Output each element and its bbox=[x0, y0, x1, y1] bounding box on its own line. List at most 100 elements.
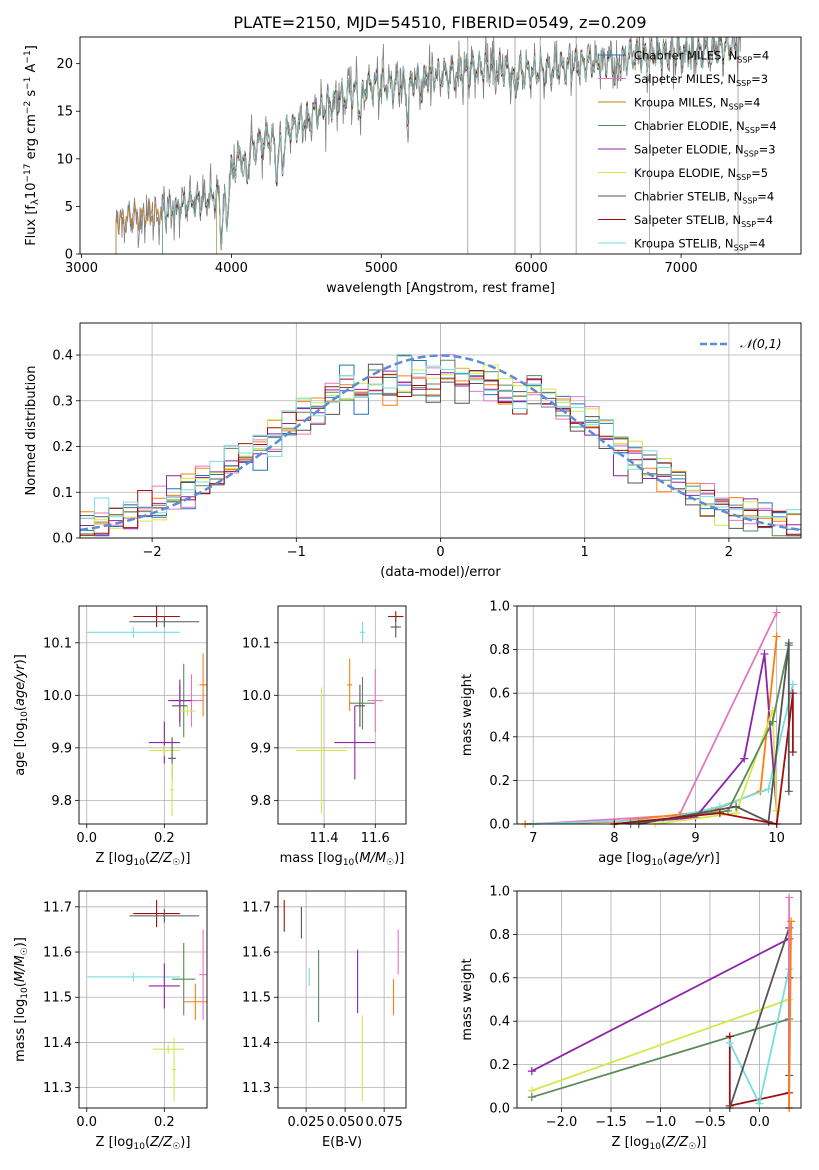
weight-marker bbox=[772, 632, 781, 641]
legend-model: Kroupa ELODIE, N bbox=[634, 166, 736, 180]
x-axis-label-part: Z [log bbox=[96, 851, 134, 866]
y-axis-label-part: ☉ bbox=[20, 947, 30, 955]
y-tick-label: 10.0 bbox=[242, 689, 271, 704]
weight-marker bbox=[785, 893, 794, 902]
y-tick-label: 9.9 bbox=[51, 741, 72, 756]
y-axis-label-part: −1 bbox=[23, 77, 33, 90]
legend-entry: Chabrier MILES, NSSP=4 bbox=[634, 49, 769, 65]
y-axis-label-part: λ bbox=[30, 199, 41, 205]
x-axis-label-part: Z/Z bbox=[149, 851, 173, 866]
y-axis-label-part: age [log bbox=[13, 723, 28, 776]
legend-count: =4 bbox=[757, 190, 774, 204]
weight-marker bbox=[788, 689, 797, 698]
x-axis-label-part: ☉ bbox=[172, 1142, 180, 1152]
y-axis-label-part: mass weight bbox=[460, 674, 475, 756]
x-axis-label: Z [log10(Z/Z☉)] bbox=[612, 1135, 707, 1152]
y-axis-label-part: Flux [f bbox=[24, 205, 39, 246]
x-tick-label: 3000 bbox=[65, 261, 98, 276]
x-tick-label: 0.0 bbox=[749, 1115, 770, 1130]
legend-sub: SSP bbox=[729, 103, 744, 112]
x-axis-label: age [log10(age/yr)] bbox=[598, 851, 720, 868]
legend-sub: SSP bbox=[741, 220, 756, 229]
y-tick-label: 11.4 bbox=[43, 1036, 72, 1051]
y-axis-label-part: ( bbox=[13, 706, 28, 711]
legend-count: =4 bbox=[756, 213, 773, 227]
x-tick-label: 0.050 bbox=[327, 1115, 364, 1130]
y-axis-label-part: erg cm bbox=[24, 114, 39, 163]
x-axis-label: (data-model)/error bbox=[380, 565, 501, 580]
y-axis-label-part: s bbox=[24, 90, 39, 101]
normal-legend-label: 𝒩(0,1) bbox=[740, 336, 782, 351]
x-tick-label: −1.5 bbox=[595, 1115, 627, 1130]
y-tick-label: 0.8 bbox=[489, 643, 510, 658]
axes-frame bbox=[277, 890, 407, 1109]
histogram-series bbox=[80, 354, 801, 535]
y-tick-label: 15 bbox=[56, 105, 73, 120]
weight-marker bbox=[527, 1067, 536, 1076]
y-tick-label: 0.6 bbox=[489, 687, 510, 702]
legend-count: =3 bbox=[751, 72, 768, 86]
histograms bbox=[80, 354, 801, 537]
y-axis-label-part: −1 bbox=[23, 50, 33, 63]
x-tick-label: 0.0 bbox=[76, 1115, 97, 1130]
x-axis-label-part: )] bbox=[710, 851, 720, 866]
weight-series-line bbox=[531, 1018, 790, 1099]
y-tick-label: 0 bbox=[65, 248, 73, 263]
x-tick-label: 10 bbox=[768, 831, 785, 846]
y-axis-label: mass [log10(M/M☉)] bbox=[13, 937, 30, 1062]
legend-model: Chabrier ELODIE, N bbox=[634, 119, 745, 133]
weight-marker bbox=[725, 1038, 734, 1047]
residuals-plot: −2 −1 0 1 2 0.0 0.1 0.2 0.3 0.4 𝒩(0,1) (data-model)… bbox=[24, 322, 802, 580]
weight-marker bbox=[788, 748, 797, 757]
weight-marker bbox=[788, 680, 797, 689]
weight-series-line bbox=[533, 612, 778, 825]
weight-marker bbox=[772, 806, 781, 815]
x-axis-label-part: ☉ bbox=[688, 1142, 696, 1152]
weight-marker bbox=[768, 717, 777, 726]
y-axis-label: age [log10(age/yr)] bbox=[13, 654, 30, 776]
weight-marker bbox=[715, 809, 724, 818]
legend-entry: Salpeter STELIB, NSSP=4 bbox=[634, 213, 773, 229]
x-tick-label: 11.4 bbox=[310, 831, 339, 846]
y-axis-label-part: 10 bbox=[20, 711, 30, 723]
axes-frame bbox=[516, 890, 802, 1109]
x-axis-label-part: age [log bbox=[598, 851, 651, 866]
y-axis-label-part: age/yr bbox=[13, 663, 28, 706]
weight-marker bbox=[787, 917, 796, 926]
x-tick-label: 4000 bbox=[215, 261, 248, 276]
y-axis-label-part: 10 bbox=[20, 987, 30, 999]
x-tick-label: 0.2 bbox=[154, 1115, 175, 1130]
x-tick-label: 0.025 bbox=[287, 1115, 324, 1130]
weight-marker bbox=[740, 754, 749, 763]
legend-count: =4 bbox=[760, 119, 777, 133]
y-tick-label: 10.1 bbox=[242, 636, 271, 651]
x-tick-label: 11.6 bbox=[361, 831, 390, 846]
weight-series-line bbox=[525, 636, 778, 825]
age_vs_z-plot: 0.0 0.29.89.910.010.1Z [log10(Z/Z☉)]age [… bbox=[13, 605, 208, 868]
legend-sub: SSP bbox=[736, 79, 751, 88]
legend-model: Chabrier STELIB, N bbox=[634, 190, 742, 204]
y-tick-label: 0.4 bbox=[52, 349, 73, 364]
x-axis-label-part: ☉ bbox=[386, 858, 394, 868]
y-axis-label: mass weight bbox=[460, 674, 475, 756]
x-tick-label: 0 bbox=[436, 545, 444, 560]
y-tick-label: 11.7 bbox=[43, 900, 72, 915]
x-axis-label-part: Z/Z bbox=[665, 1135, 689, 1150]
x-axis-label: wavelength [Angstrom, rest frame] bbox=[326, 281, 555, 296]
legend-entry: Salpeter MILES, NSSP=3 bbox=[634, 72, 768, 88]
y-tick-label: 11.4 bbox=[242, 1036, 271, 1051]
y-tick-label: 0.2 bbox=[489, 774, 510, 789]
x-axis-label-part: 10 bbox=[651, 858, 663, 868]
spectrum-model-line bbox=[162, 37, 742, 254]
legend-entry: Kroupa STELIB, NSSP=4 bbox=[634, 237, 765, 253]
x-tick-label: −1 bbox=[287, 545, 306, 560]
legend-count: =4 bbox=[752, 49, 769, 63]
mass_vs_ebv-plot: 0.025 0.050 0.075 11.3 11.4 11.5 11.6 11.7 E(B-V… bbox=[242, 890, 407, 1150]
x-axis-label-part: )] bbox=[394, 851, 404, 866]
y-tick-label: 0.8 bbox=[489, 928, 510, 943]
weight-series-line bbox=[531, 998, 790, 1092]
y-axis-label-part: )] bbox=[13, 937, 28, 947]
y-axis-label-part: ] bbox=[24, 45, 39, 50]
legend-model: Salpeter MILES, N bbox=[634, 72, 736, 86]
x-tick-label: 6000 bbox=[515, 261, 548, 276]
